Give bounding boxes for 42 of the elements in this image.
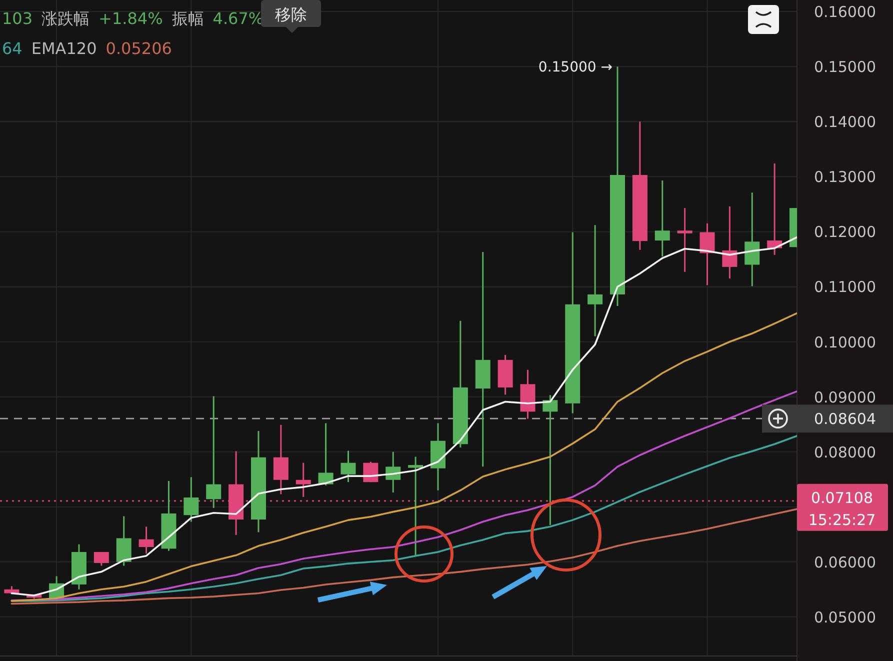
candlestick (588, 224, 603, 338)
candlestick (184, 476, 199, 522)
y-tick-label: 0.14000 (814, 113, 876, 132)
annotation: 64 (2, 39, 22, 58)
candlestick (273, 424, 288, 495)
annotation: EMA120 (31, 39, 97, 58)
y-tick-label: 0.05000 (814, 608, 876, 626)
candlestick (408, 456, 424, 556)
candlestick (138, 526, 154, 554)
annotation: 0.05206 (106, 39, 172, 58)
line-series (10, 312, 797, 602)
y-tick-label: 0.12000 (814, 223, 876, 242)
candlestick (744, 192, 760, 287)
candlestick (340, 450, 356, 483)
y-tick-label: 0.10000 (814, 333, 876, 352)
candlestick (700, 222, 715, 286)
y-tick-label: 0.11000 (814, 278, 876, 296)
candlestick (116, 515, 132, 566)
annotation: +1.84% (98, 9, 163, 28)
candlestick (654, 180, 670, 258)
line-series (10, 508, 797, 605)
candlestick (296, 462, 311, 498)
y-tick-label: 0.06000 (814, 553, 876, 572)
y-tick-label: 0.09000 (814, 388, 876, 406)
y-tick-label: 0.15000 (814, 58, 876, 76)
annotation: 涨跌幅 (42, 9, 90, 28)
candlestick (94, 551, 109, 566)
y-tick-label: 0.08000 (814, 443, 876, 462)
annotation: 103 (2, 9, 33, 28)
tooltip: 移除 (261, 0, 321, 33)
candlestick (677, 207, 692, 273)
line-series (10, 390, 797, 602)
ref-line-label: 0.08604 (814, 410, 876, 428)
y-tick-label: 0.16000 (814, 3, 876, 22)
annotation: 振幅 (172, 9, 204, 28)
candlestick (206, 395, 222, 509)
annotation: 移除 (275, 5, 307, 24)
y-tick-label: 0.13000 (814, 168, 876, 186)
annotation: 0.15000 → (538, 60, 613, 76)
text: 15:25:27 (808, 510, 876, 529)
ref-line-label: 0.07108 (810, 488, 874, 507)
annotation: 4.67% (212, 9, 264, 28)
